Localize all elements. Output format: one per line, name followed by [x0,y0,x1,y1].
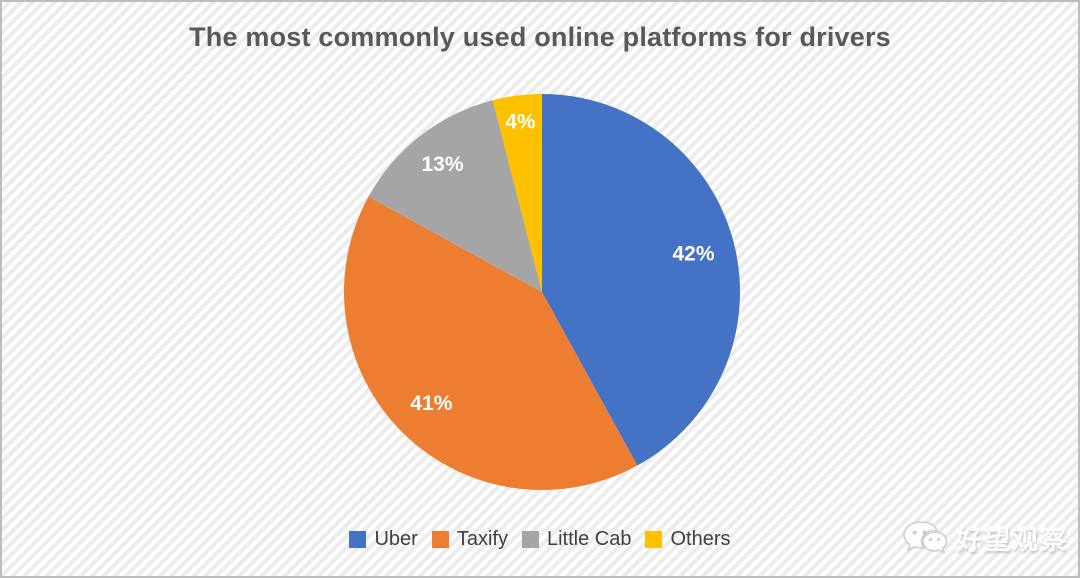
chart-legend: Uber Taxify Little Cab Others [2,528,1078,551]
legend-item-uber: Uber [349,528,418,551]
legend-swatch-uber [349,531,367,548]
slice-label-taxify: 41% [410,392,452,415]
legend-item-taxify: Taxify [431,528,508,551]
legend-swatch-others [645,531,663,548]
legend-item-others: Others [645,528,731,551]
pie-slice-little-cab [368,100,542,292]
legend-label-taxify: Taxify [456,528,508,550]
pie-slice-uber [542,94,741,466]
chart-title: The most commonly used online platforms … [189,22,891,52]
legend-label-little-cab: Little Cab [546,528,632,550]
slice-label-little-cab: 13% [421,153,463,176]
slice-label-uber: 42% [672,242,714,265]
pie-slice-taxify [343,196,638,491]
legend-label-others: Others [670,528,731,550]
slice-label-others: 4% [505,110,536,133]
legend-swatch-little-cab [521,531,539,548]
legend-item-little-cab: Little Cab [521,528,632,551]
pie-slice-others [492,94,542,292]
legend-swatch-taxify [431,531,449,548]
legend-label-uber: Uber [374,528,418,550]
